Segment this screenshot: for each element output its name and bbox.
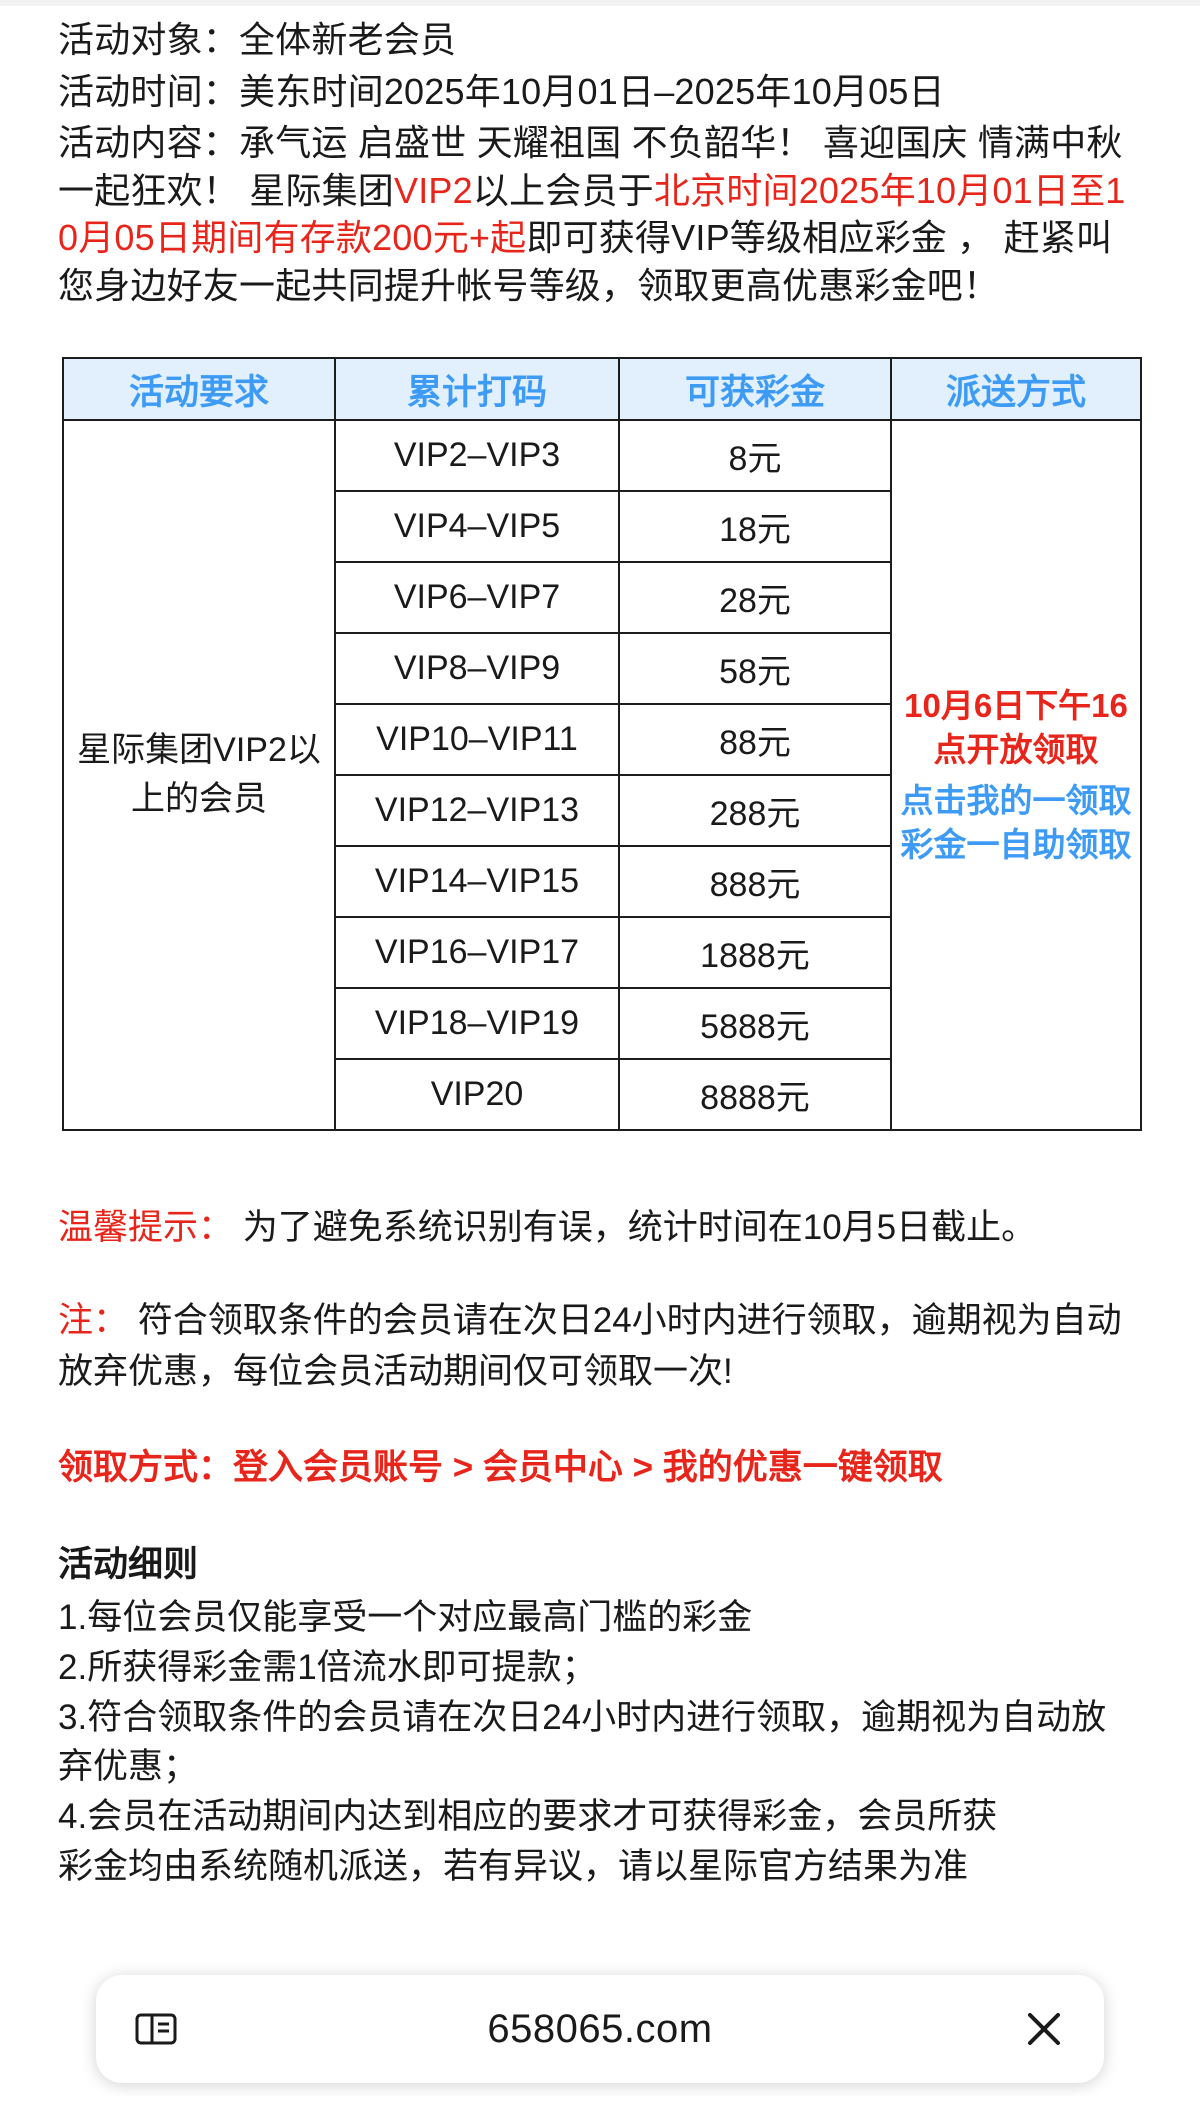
cell-tier: VIP2–VIP3 — [334, 419, 620, 493]
delivery-time-text: 10月6日下午16点开放领取 — [904, 687, 1128, 768]
intro-content-part1: 承气运 启盛世 天耀祖国 不负韶华！ 喜迎国庆 情满中秋 一起狂欢！ 星际集团 — [58, 122, 1123, 211]
delivery-path-text: 点击我的一领取彩金一自助领取 — [900, 782, 1132, 863]
note-body: 符合领取条件的会员请在次日24小时内进行领取，逾期视为自动放弃优惠，每位会员活动… — [58, 1300, 1122, 1391]
table-header-row: 活动要求 累计打码 可获彩金 派送方式 — [62, 357, 1142, 422]
cell-bonus: 5888元 — [618, 987, 892, 1061]
cell-requirement: 星际集团VIP2以上的会员 — [62, 419, 336, 1132]
col-header-delivery: 派送方式 — [890, 357, 1142, 422]
top-divider — [0, 0, 1200, 6]
cell-bonus: 88元 — [618, 703, 892, 777]
cell-tier: VIP10–VIP11 — [334, 703, 620, 777]
intro-content-red-period: 北京时间2025年10月01日至10月05日期间有存款200元+起 — [58, 169, 1126, 259]
intro-label-time: 活动时间： — [58, 70, 240, 112]
browser-bottom-bar: 658065.com — [96, 1975, 1104, 2083]
intro-line-target: 活动对象：全体新老会员 — [58, 16, 1140, 64]
promo-table-wrapper: 活动要求 累计打码 可获彩金 派送方式 星际集团VIP2以上的会员 VIP2–V… — [58, 357, 1142, 1132]
rule-item: 2.所获得彩金需1倍流水即可提款； — [58, 1648, 597, 1688]
promo-content: 活动对象：全体新老会员 活动时间：美东时间2025年10月01日–2025年10… — [0, 6, 1200, 1891]
cell-tier: VIP20 — [334, 1058, 620, 1132]
cell-tier: VIP6–VIP7 — [334, 561, 620, 635]
close-icon[interactable] — [1018, 2003, 1070, 2055]
rule-item: 1.每位会员仅能享受一个对应最高门槛的彩金 — [58, 1598, 753, 1638]
cell-tier: VIP8–VIP9 — [334, 632, 620, 706]
note-text: 注： 符合领取条件的会员请在次日24小时内进行领取，逾期视为自动放弃优惠，每位会… — [58, 1296, 1140, 1398]
intro-content-part3: 即可获得VIP等级相应彩金 ， 赶紧叫您身边好友一起共同提升帐号等级，领取更高优… — [58, 217, 1113, 306]
intro-label-target: 活动对象： — [58, 19, 240, 60]
cell-bonus: 888元 — [618, 845, 892, 919]
col-header-bonus: 可获彩金 — [618, 357, 892, 422]
cell-tier: VIP14–VIP15 — [334, 845, 620, 919]
table-row: VIP12–VIP13 288元 — [63, 774, 1141, 848]
cell-delivery: 10月6日下午16点开放领取 点击我的一领取彩金一自助领取 — [890, 419, 1142, 1132]
col-header-requirement: 活动要求 — [62, 357, 336, 422]
rules-title: 活动细则 — [58, 1545, 199, 1585]
table-row: VIP4–VIP5 18元 — [63, 490, 1141, 564]
cell-bonus: 18元 — [618, 490, 892, 564]
table-row: VIP14–VIP15 888元 — [63, 845, 1141, 919]
cell-bonus: 28元 — [618, 561, 892, 635]
table-row: VIP6–VIP7 28元 — [63, 561, 1141, 635]
claim-method: 领取方式：登入会员账号 > 会员中心 > 我的优惠一键领取 — [58, 1448, 943, 1488]
cell-tier: VIP16–VIP17 — [334, 916, 620, 990]
intro-line-time: 活动时间：美东时间2025年10月01日–2025年10月05日 — [58, 68, 1140, 116]
site-url[interactable]: 658065.com — [487, 2006, 713, 2051]
cell-bonus: 8888元 — [618, 1058, 892, 1132]
table-body: 星际集团VIP2以上的会员 VIP2–VIP3 8元 10月6日下午16点开放领… — [62, 419, 1142, 1132]
cell-tier: VIP4–VIP5 — [334, 490, 620, 564]
col-header-tier: 累计打码 — [334, 357, 620, 422]
table-row: VIP16–VIP17 1888元 — [63, 916, 1141, 990]
cell-tier: VIP12–VIP13 — [334, 774, 620, 848]
warm-tip-body: 为了避免系统识别有误，统计时间在10月5日截止。 — [233, 1208, 1037, 1248]
cell-tier: VIP18–VIP19 — [334, 987, 620, 1061]
intro-content-part2: 以上会员于 — [472, 169, 654, 211]
intro-value-time: 美东时间2025年10月01日–2025年10月05日 — [239, 70, 945, 112]
content-fade-mask — [0, 1946, 1200, 1976]
promo-table: 活动要求 累计打码 可获彩金 派送方式 星际集团VIP2以上的会员 VIP2–V… — [62, 357, 1142, 1132]
cell-bonus: 8元 — [618, 419, 892, 493]
intro-line-content: 活动内容：承气运 启盛世 天耀祖国 不负韶华！ 喜迎国庆 情满中秋 一起狂欢！ … — [58, 119, 1140, 309]
note-lead: 注： — [58, 1300, 129, 1340]
table-row: VIP10–VIP11 88元 — [63, 703, 1141, 777]
cell-bonus: 1888元 — [618, 916, 892, 990]
intro-content-red-vip: VIP2 — [394, 169, 473, 211]
intro-label-content: 活动内容： — [58, 122, 240, 164]
table-row: VIP8–VIP9 58元 — [63, 632, 1141, 706]
table-row: VIP18–VIP19 5888元 — [63, 987, 1141, 1061]
cell-bonus: 58元 — [618, 632, 892, 706]
rule-item: 彩金均由系统随机派送，若有异议，请以星际官方结果为准 — [58, 1846, 969, 1886]
reader-mode-icon[interactable] — [130, 2003, 182, 2055]
rule-item: 3.符合领取条件的会员请在次日24小时内进行领取，逾期视为自动放弃优惠； — [58, 1697, 1107, 1787]
rules-section: 活动细则 1.每位会员仅能享受一个对应最高门槛的彩金 2.所获得彩金需1倍流水即… — [58, 1536, 1140, 1891]
intro-value-target: 全体新老会员 — [239, 19, 457, 60]
warm-tip-lead: 温馨提示： — [58, 1208, 234, 1248]
cell-bonus: 288元 — [618, 774, 892, 848]
table-row: 星际集团VIP2以上的会员 VIP2–VIP3 8元 10月6日下午16点开放领… — [62, 419, 1142, 1132]
table-row: VIP20 8888元 — [63, 1058, 1141, 1132]
bottom-strip — [0, 2096, 1200, 2124]
warm-tip: 温馨提示： 为了避免系统识别有误，统计时间在10月5日截止。 — [58, 1203, 1140, 1254]
rule-item: 4.会员在活动期间内达到相应的要求才可获得彩金，会员所获 — [58, 1797, 998, 1837]
notes-section: 温馨提示： 为了避免系统识别有误，统计时间在10月5日截止。 注： 符合领取条件… — [58, 1203, 1140, 1490]
